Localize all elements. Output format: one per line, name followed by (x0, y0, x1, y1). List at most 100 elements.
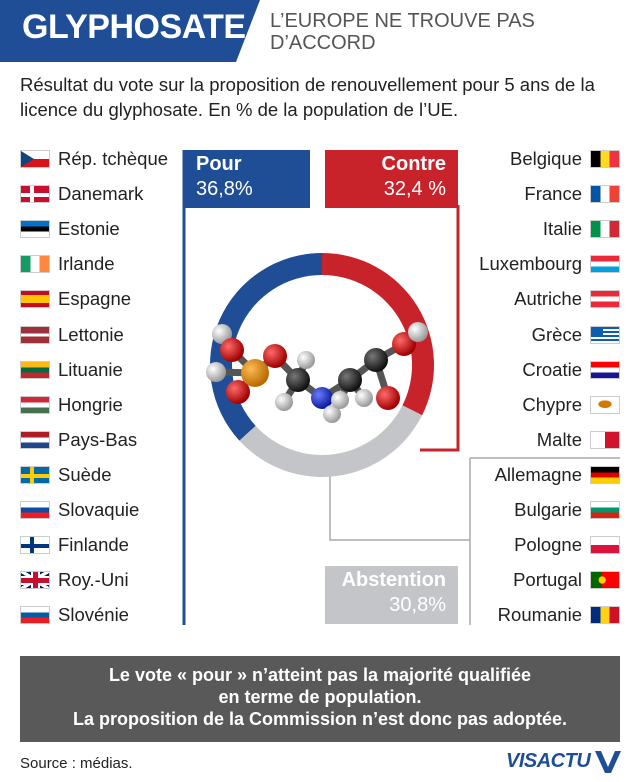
flag-icon (20, 606, 50, 625)
pour-label: Pour (196, 153, 242, 175)
donut-slice-contre (322, 253, 434, 416)
molecule-atom (408, 322, 428, 342)
country-name: Lettonie (58, 323, 124, 345)
country-abstention-10: Bulgarie (514, 498, 620, 522)
molecule-atom (376, 386, 400, 410)
flag-icon (590, 430, 620, 449)
logo-mark-icon (595, 751, 621, 773)
conclusion-line-2: en terme de population. (218, 687, 422, 707)
country-name: Roumanie (497, 604, 582, 626)
abstention-value: 30,8% (389, 594, 446, 616)
conclusion-line-3: La proposition de la Commission n’est do… (72, 709, 568, 729)
flag-icon (590, 290, 620, 309)
molecule-atom (275, 393, 293, 411)
country-pour-12: Roy.-Uni (20, 568, 129, 592)
molecule-atom (323, 405, 341, 423)
country-pour-1: Danemark (20, 182, 143, 206)
country-name: Suède (58, 463, 112, 485)
country-name: Croatie (522, 358, 582, 380)
country-name: Roy.-Uni (58, 569, 129, 591)
country-pour-3: Irlande (20, 252, 115, 276)
country-abstention-9: Allemagne (495, 463, 620, 487)
abstention-box: Abstention 30,8% (325, 566, 458, 624)
molecule-atom (263, 344, 287, 368)
flag-icon (20, 220, 50, 239)
flag-icon (20, 325, 50, 344)
country-name: Malte (536, 428, 582, 450)
flag-icon (20, 290, 50, 309)
page-title: GLYPHOSATE (22, 8, 246, 46)
flag-icon (20, 536, 50, 555)
flag-icon (590, 325, 620, 344)
pour-value: 36,8% (196, 178, 253, 200)
country-pour-9: Suède (20, 463, 112, 487)
molecule-atom (311, 387, 333, 409)
molecule-atom (286, 368, 310, 392)
country-contre-8: Malte (537, 428, 620, 452)
country-pour-0: Rép. tchèque (20, 147, 168, 171)
country-name: Lituanie (58, 358, 123, 380)
molecule-atom (364, 348, 388, 372)
country-name: Pays-Bas (58, 428, 138, 450)
contre-box: Contre 32,4 % (325, 150, 458, 208)
flag-icon (590, 220, 620, 239)
country-contre-0: Belgique (510, 147, 620, 171)
molecule-atom (355, 389, 373, 407)
flag-triangle-icon (21, 151, 34, 167)
donut-slice-pour (210, 253, 322, 441)
country-pour-11: Finlande (20, 533, 129, 557)
country-contre-1: France (524, 182, 620, 206)
country-name: Danemark (58, 183, 144, 205)
conclusion-banner: Le vote « pour » n’atteint pas la majori… (20, 656, 620, 742)
country-abstention-12: Portugal (513, 568, 620, 592)
country-pour-7: Hongrie (20, 393, 123, 417)
country-name: Irlande (58, 253, 115, 275)
country-name: Finlande (58, 534, 129, 556)
pour-box: Pour 36,8% (183, 150, 310, 208)
flag-icon (20, 430, 50, 449)
country-pour-6: Lituanie (20, 358, 123, 382)
contre-connector-line (420, 205, 460, 452)
logo: VISACTU (506, 750, 591, 772)
flag-icon (590, 571, 620, 590)
flag-icon (590, 150, 620, 168)
conclusion-line-1: Le vote « pour » n’atteint pas la majori… (108, 665, 532, 685)
country-name: Belgique (509, 148, 582, 169)
country-name: Allemagne (494, 463, 582, 485)
molecule-atom (212, 324, 232, 344)
abstention-connector-line (329, 460, 470, 541)
molecule-atom (206, 362, 226, 382)
country-name: Slovaquie (58, 499, 140, 520)
country-contre-5: Grèce (532, 323, 620, 347)
country-abstention-11: Pologne (514, 533, 620, 557)
country-name: Chypre (522, 393, 582, 415)
molecule-atom (297, 351, 315, 369)
country-name: Estonie (58, 218, 120, 240)
molecule-atom (338, 368, 362, 392)
country-name: Hongrie (58, 393, 123, 415)
intro-text: Résultat du vote sur la proposition de r… (20, 74, 595, 120)
country-name: Italie (542, 218, 582, 240)
country-name: France (524, 183, 582, 205)
title-box (0, 0, 235, 62)
donut-ring (210, 253, 434, 478)
flag-icon (590, 501, 620, 519)
country-contre-7: Chypre (522, 393, 620, 417)
chart-connectors (182, 150, 620, 625)
molecule-atom (226, 380, 250, 404)
contre-value: 32,4 % (383, 178, 446, 200)
country-name: Portugal (513, 569, 582, 591)
flag-icon (590, 395, 620, 414)
flag-icon (590, 465, 620, 484)
country-name: Luxembourg (479, 253, 582, 275)
country-contre-6: Croatie (522, 358, 620, 382)
country-contre-3: Luxembourg (479, 252, 620, 276)
flag-icon (20, 501, 50, 519)
molecule-atom (220, 338, 244, 362)
country-contre-4: Autriche (514, 287, 620, 311)
page-subtitle: L’EUROPE NE TROUVE PAS D’ACCORD (270, 10, 535, 54)
country-name: Pologne (514, 534, 582, 556)
flag-icon (590, 536, 620, 555)
flag-icon (20, 255, 50, 274)
